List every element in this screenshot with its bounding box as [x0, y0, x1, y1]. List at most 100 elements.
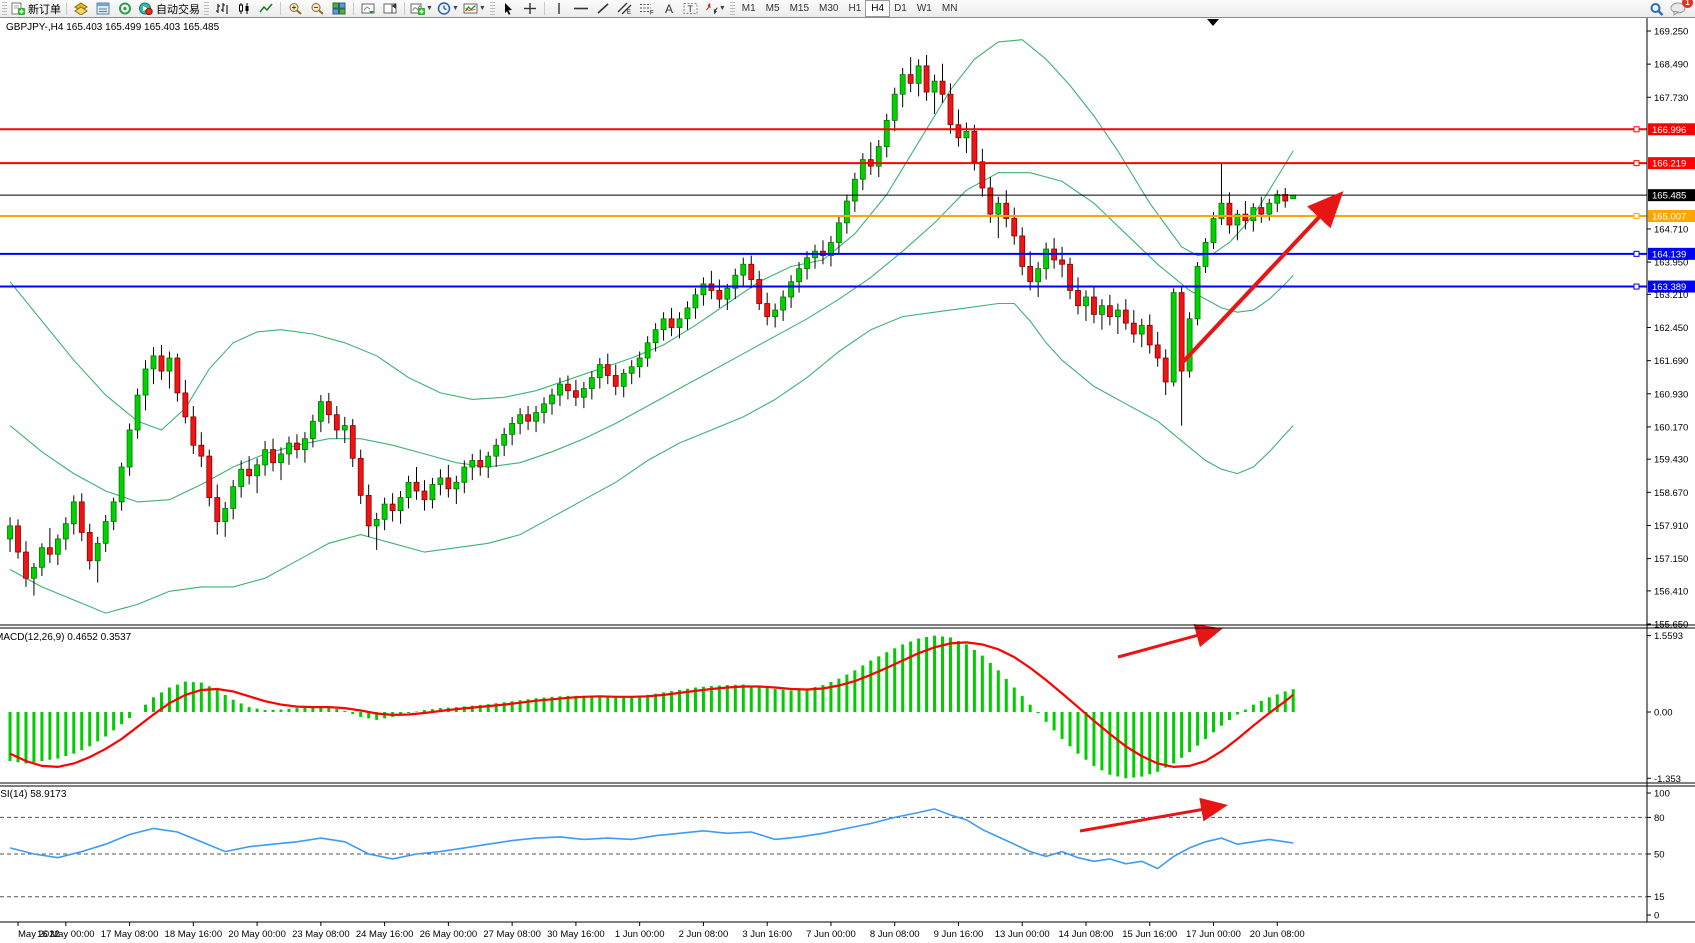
timeframe-h1-button[interactable]: H1 [848, 3, 862, 14]
arrows-icon [704, 2, 718, 15]
autotrading-button[interactable]: 自动交易 [136, 1, 202, 16]
data-window-button[interactable] [92, 1, 114, 16]
timeframe-d1-button[interactable]: D1 [894, 3, 907, 14]
rsi-line [9, 808, 1294, 870]
svg-text:80: 80 [1654, 813, 1665, 824]
svg-text:161.690: 161.690 [1654, 356, 1688, 367]
hline-anchor[interactable] [1633, 250, 1640, 257]
search-button[interactable] [1645, 1, 1667, 16]
templates-icon [463, 2, 478, 15]
svg-text:14 Jun 08:00: 14 Jun 08:00 [1059, 929, 1114, 940]
chart-shift-marker[interactable] [1207, 19, 1219, 26]
chart-shift-button[interactable] [379, 1, 401, 16]
svg-text:18 May 16:00: 18 May 16:00 [165, 929, 223, 940]
periods-button[interactable]: ▼ [435, 1, 461, 16]
horizontal-lines[interactable]: 166.996 166.219 165.485 165.007 164.139 163.3… [0, 123, 1695, 293]
tile-windows-button[interactable] [328, 1, 350, 16]
vertical-line-icon [554, 2, 564, 15]
equidistant-channel-icon: E [617, 2, 633, 15]
chart-title: GBPJPY-,H4 165.403 165.499 165.403 165.4… [6, 22, 220, 33]
equidistant-channel-tool-button[interactable]: E [614, 1, 636, 16]
svg-text:17 May 08:00: 17 May 08:00 [101, 929, 159, 940]
cursor-tool-button[interactable] [497, 1, 519, 16]
indicators-button[interactable]: ▼ [408, 1, 435, 16]
text-label-tool-button[interactable]: T [680, 1, 702, 16]
timeframe-mn-button[interactable]: MN [941, 3, 958, 14]
navigator-button[interactable] [114, 1, 136, 16]
trendline-tool-button[interactable] [592, 1, 614, 16]
new-order-button[interactable]: 新订单 [9, 1, 63, 16]
hline-anchor[interactable] [1633, 126, 1640, 133]
timeframe-m15-button[interactable]: M15 [789, 3, 810, 14]
fibonacci-tool-button[interactable]: F [636, 1, 658, 16]
horizontal-line-icon [573, 2, 589, 15]
candlestick-chart-button[interactable] [233, 1, 255, 16]
svg-text:15 Jun 16:00: 15 Jun 16:00 [1122, 929, 1177, 940]
timeframe-w1-button[interactable]: W1 [916, 3, 932, 14]
hline-anchor[interactable] [1633, 213, 1640, 220]
horizontal-line-tool-button[interactable] [570, 1, 592, 16]
svg-text:100: 100 [1654, 789, 1670, 800]
vertical-line-tool-button[interactable] [548, 1, 570, 16]
zoom-out-button[interactable] [306, 1, 328, 16]
bar-chart-icon [215, 2, 229, 15]
svg-text:157.910: 157.910 [1654, 521, 1688, 532]
periods-caret-icon: ▼ [451, 5, 459, 12]
svg-text:May 2022: May 2022 [18, 929, 60, 940]
hline-anchor[interactable] [1633, 160, 1640, 167]
main-toolbar: 新订单 自动交易 ▼ ▼ ▼ E F A T ▼ M1 M5 M15 M30 H1 H4 D… [0, 0, 1695, 18]
zoom-out-icon [310, 2, 324, 15]
timeframe-h4-button[interactable]: H4 [865, 0, 891, 17]
svg-text:7 Jun 00:00: 7 Jun 00:00 [806, 929, 856, 940]
price-axis[interactable]: 169.250 168.490 167.730 164.710 163.950 163.2… [1646, 17, 1688, 922]
svg-text:-1.353: -1.353 [1654, 774, 1681, 785]
crosshair-icon [523, 2, 537, 15]
chart-background [0, 17, 1695, 943]
zoom-in-button[interactable] [284, 1, 306, 16]
main-trend-arrow[interactable] [1180, 191, 1344, 365]
price-badge-165.007 [1648, 210, 1695, 223]
notifications-button[interactable]: 1 [1667, 0, 1693, 16]
timeframe-m5-button[interactable]: M5 [765, 3, 780, 14]
svg-text:F: F [650, 11, 654, 16]
text-tool-button[interactable]: A [658, 1, 680, 16]
timeframe-m1-button[interactable]: M1 [741, 3, 756, 14]
svg-text:27 May 08:00: 27 May 08:00 [483, 929, 541, 940]
bar-chart-button[interactable] [211, 1, 233, 16]
rsi-trend-arrow[interactable] [1079, 797, 1228, 833]
market-watch-button[interactable] [70, 1, 92, 16]
svg-text:166.996: 166.996 [1652, 125, 1686, 136]
svg-text:167.730: 167.730 [1654, 93, 1688, 104]
macd-indicator-label: MACD(12,26,9) 0.4652 0.3537 [0, 632, 132, 643]
macd-trend-arrow[interactable] [1117, 623, 1223, 659]
arrows-tool-button[interactable]: ▼ [702, 1, 728, 16]
hline-anchor[interactable] [1633, 283, 1640, 290]
crosshair-tool-button[interactable] [519, 1, 541, 16]
zoom-in-icon [288, 2, 302, 15]
svg-text:168.490: 168.490 [1654, 60, 1688, 71]
notification-badge: 1 [1682, 0, 1693, 8]
line-chart-button[interactable] [255, 1, 277, 16]
auto-scroll-button[interactable] [357, 1, 379, 16]
chat-bubble-icon [1670, 2, 1686, 16]
navigator-icon [118, 2, 132, 15]
autotrading-label: 自动交易 [156, 3, 200, 16]
svg-text:24 May 16:00: 24 May 16:00 [356, 929, 414, 940]
templates-button[interactable]: ▼ [461, 1, 488, 16]
market-watch-icon [74, 2, 88, 15]
toolbar-grip[interactable] [2, 2, 7, 15]
timeframe-m30-button[interactable]: M30 [819, 3, 839, 14]
svg-text:0.00: 0.00 [1654, 708, 1673, 719]
svg-text:23 May 08:00: 23 May 08:00 [292, 929, 350, 940]
svg-text:163.389: 163.389 [1652, 282, 1686, 293]
svg-text:163.210: 163.210 [1654, 290, 1688, 301]
autotrading-icon [138, 2, 153, 15]
cursor-icon [502, 2, 514, 15]
trendline-icon [596, 2, 610, 15]
data-window-icon [96, 2, 110, 15]
tile-windows-icon [332, 2, 346, 15]
candles-layer [7, 54, 1297, 596]
svg-text:T: T [688, 4, 694, 14]
